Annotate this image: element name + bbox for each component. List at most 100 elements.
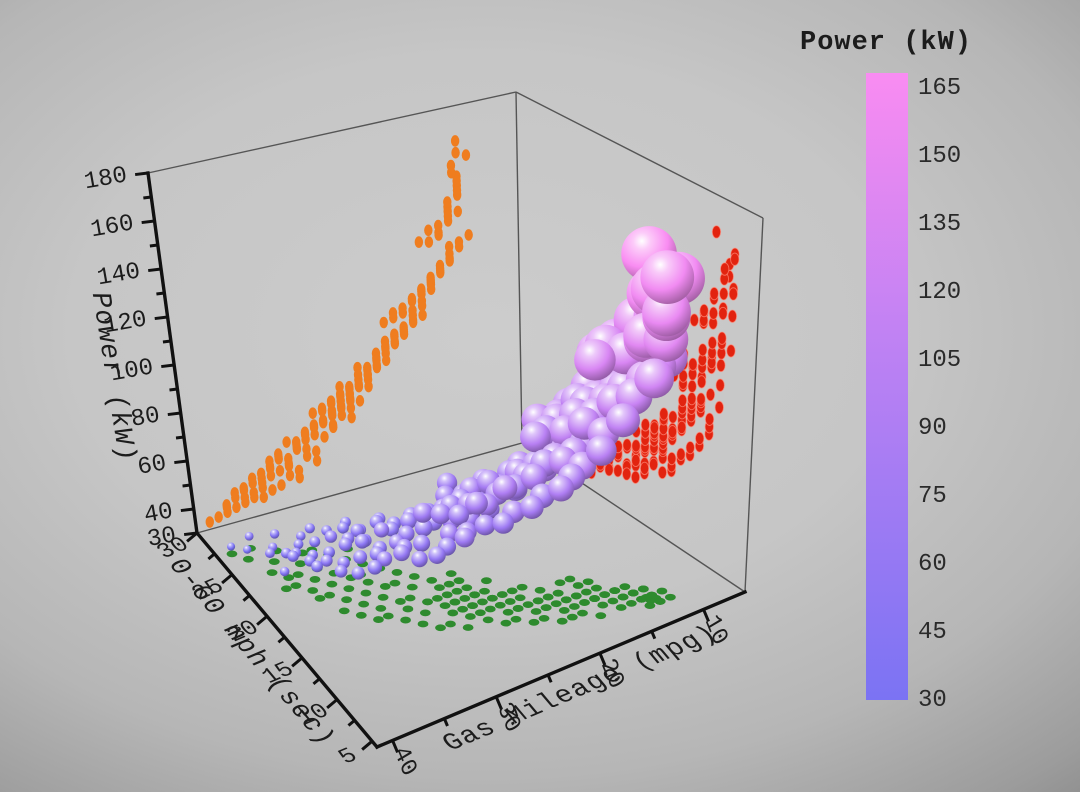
left-wall-dot: [312, 454, 322, 467]
bubble-point: [320, 554, 333, 567]
right-wall-dot: [688, 357, 698, 371]
bubble-point: [376, 551, 393, 567]
floor-dot: [377, 593, 389, 601]
left-wall-dot: [424, 224, 433, 237]
left-wall-dot: [302, 450, 312, 462]
left-wall-dot: [451, 146, 460, 159]
floor-dot: [294, 560, 306, 568]
right-wall-dot: [730, 252, 740, 266]
tick-label: 160: [89, 210, 136, 244]
bubble-point: [338, 537, 353, 552]
bubble-point: [400, 512, 417, 530]
floor-dot: [362, 578, 374, 586]
colorbar-tick-label: 150: [918, 143, 962, 170]
floor-dot: [292, 571, 304, 579]
left-wall-dot: [417, 299, 427, 312]
left-wall-dot: [336, 395, 345, 407]
bubble-point: [243, 545, 252, 554]
floor-dot: [484, 605, 496, 613]
floor-dot: [226, 550, 238, 558]
tick-label: 140: [95, 258, 142, 292]
floor-dot: [528, 618, 540, 626]
floor-dot: [307, 587, 319, 594]
left-wall-dot: [312, 445, 321, 458]
floor-dot: [343, 585, 355, 593]
left-wall-dot: [418, 309, 427, 321]
left-wall-dot: [308, 407, 317, 419]
left-wall-dot: [310, 428, 319, 441]
left-wall-dot: [265, 455, 274, 468]
tick-mark: [326, 698, 339, 710]
tick-mark: [277, 635, 286, 644]
floor-dot: [408, 573, 420, 580]
bubble-point: [296, 531, 306, 541]
bubble-point: [547, 475, 575, 502]
bubble-point: [454, 527, 475, 548]
mileage-axis-title: Gas Mileage (mpg): [437, 621, 725, 758]
left-wall-dot: [363, 368, 372, 381]
right-wall-dot: [711, 225, 722, 239]
floor-dot: [469, 591, 481, 599]
right-wall-dot: [714, 400, 724, 415]
left-wall-projection-dots: [205, 135, 473, 528]
left-wall-dot: [399, 328, 409, 340]
bubble-point: [351, 566, 365, 580]
left-wall-dot: [232, 501, 241, 514]
bubble-point: [367, 560, 383, 575]
floor-dot: [373, 616, 384, 623]
floor-dot: [382, 612, 394, 620]
bubble-point: [605, 403, 640, 438]
bubble-point: [520, 421, 551, 453]
colorbar-tick-label: 90: [918, 415, 947, 442]
floor-projection-dots: [226, 544, 676, 632]
tick-mark: [650, 630, 657, 640]
floor-dot: [540, 604, 552, 611]
floor-dot: [338, 607, 350, 615]
left-wall-dot: [433, 219, 443, 232]
floor-dot: [577, 609, 588, 617]
tick-mark: [175, 435, 185, 440]
bubble-point: [492, 512, 514, 534]
right-wall-dot: [696, 375, 707, 389]
tick-label: 180: [82, 162, 129, 196]
tick-mark: [148, 267, 162, 273]
left-wall-dot: [300, 426, 310, 439]
floor-dot: [419, 609, 431, 617]
floor-dot: [637, 585, 649, 593]
floor-dot: [462, 624, 474, 631]
floor-dot: [530, 608, 542, 615]
right-wall-dot: [659, 407, 669, 421]
left-wall-dot: [240, 491, 250, 504]
floor-dot: [570, 592, 582, 600]
floor-dot: [656, 587, 668, 595]
box-edge: [515, 91, 764, 219]
right-wall-dot: [648, 457, 659, 472]
left-wall-dot: [295, 471, 304, 484]
tick-label: 5: [333, 744, 364, 770]
colorbar-tick-label: 45: [918, 619, 947, 646]
tick-mark: [161, 363, 175, 369]
right-wall-dot: [677, 393, 688, 408]
tick-mark: [391, 739, 399, 754]
floor-dot: [599, 591, 611, 598]
tick-mark: [291, 656, 304, 668]
floor-dot: [474, 609, 486, 617]
bubble-point: [309, 536, 321, 548]
floor-dot: [625, 599, 637, 607]
tick-label: 60: [136, 450, 169, 482]
bubble-point: [520, 495, 544, 519]
floor-dot: [595, 612, 607, 620]
floor-dot: [447, 609, 459, 617]
floor-dot: [496, 591, 508, 598]
floor-dot: [266, 569, 278, 576]
left-wall-dot: [381, 347, 390, 360]
left-wall-dot: [443, 196, 452, 208]
accel-axis: [194, 530, 380, 750]
floor-dot: [607, 597, 619, 605]
bubble-point: [414, 518, 433, 537]
bubble-point: [574, 339, 616, 381]
right-wall-dot: [716, 358, 726, 373]
right-wall-dot: [698, 343, 708, 357]
left-wall-dot: [318, 404, 327, 417]
